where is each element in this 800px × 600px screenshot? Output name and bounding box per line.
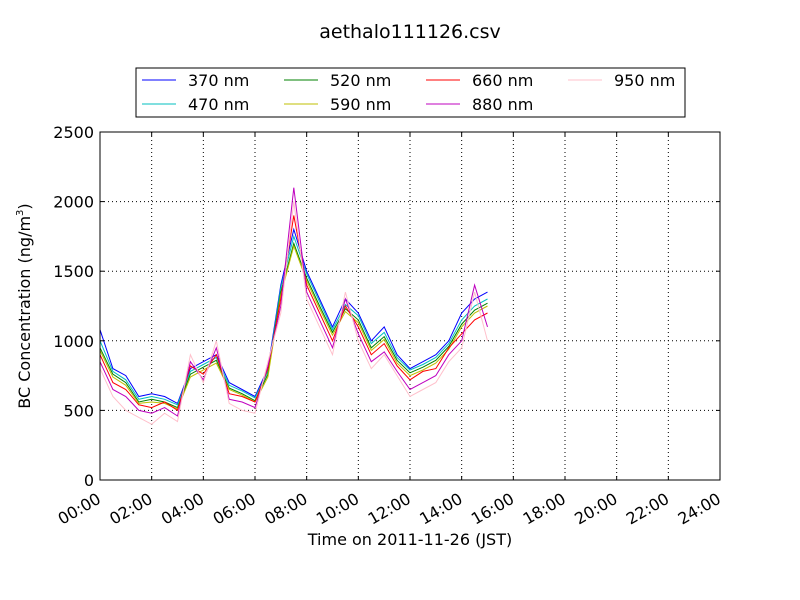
series-line-950-nm <box>99 201 488 425</box>
y-tick-label: 0 <box>84 471 94 490</box>
y-axis-label: BC Concentration (ng/m3) <box>15 203 34 408</box>
legend-label: 470 nm <box>188 95 249 114</box>
legend-label: 590 nm <box>330 95 391 114</box>
y-tick-labels: 0 500 1000 1500 2000 2500 <box>53 123 94 490</box>
legend-entry: 950 nm <box>568 71 675 90</box>
legend-label: 520 nm <box>330 71 391 90</box>
y-tick-label: 1500 <box>53 262 94 281</box>
series-line-660-nm <box>99 215 488 412</box>
legend-entry: 370 nm <box>142 71 249 90</box>
series-line-370-nm <box>99 227 488 405</box>
legend-label: 370 nm <box>188 71 249 90</box>
series-group <box>99 187 488 425</box>
legend-entries: 370 nm 470 nm 520 nm 590 nm 660 nm 880 nm 950 … <box>142 71 675 114</box>
legend-entry: 470 nm <box>142 95 249 114</box>
y-tick-label: 2500 <box>53 123 94 142</box>
series-line-470-nm <box>99 234 488 406</box>
y-tick-label: 500 <box>63 401 94 420</box>
y-axis-label-close: ) <box>15 203 34 209</box>
legend: 370 nm 470 nm 520 nm 590 nm 660 nm 880 nm 950 … <box>135 67 686 118</box>
chart-title: aethalo111126.csv <box>319 21 501 43</box>
legend-label: 660 nm <box>472 71 533 90</box>
legend-entry: 880 nm <box>426 95 533 114</box>
ticks <box>99 131 721 481</box>
legend-label: 950 nm <box>614 71 675 90</box>
series-line-590-nm <box>99 244 488 410</box>
legend-frame <box>135 67 686 118</box>
legend-entry: 660 nm <box>426 71 533 90</box>
legend-entry: 590 nm <box>284 95 391 114</box>
y-axis-label-superscript: 3 <box>15 210 26 216</box>
series-line-880-nm <box>99 187 488 417</box>
y-axis-label-main: BC Concentration (ng/m <box>15 216 34 409</box>
legend-entry: 520 nm <box>284 71 391 90</box>
x-axis-label: Time on 2011-11-26 (JST) <box>307 530 512 549</box>
y-tick-label: 1000 <box>53 332 94 351</box>
y-tick-label: 2000 <box>53 193 94 212</box>
legend-label: 880 nm <box>472 95 533 114</box>
grid <box>100 132 720 480</box>
